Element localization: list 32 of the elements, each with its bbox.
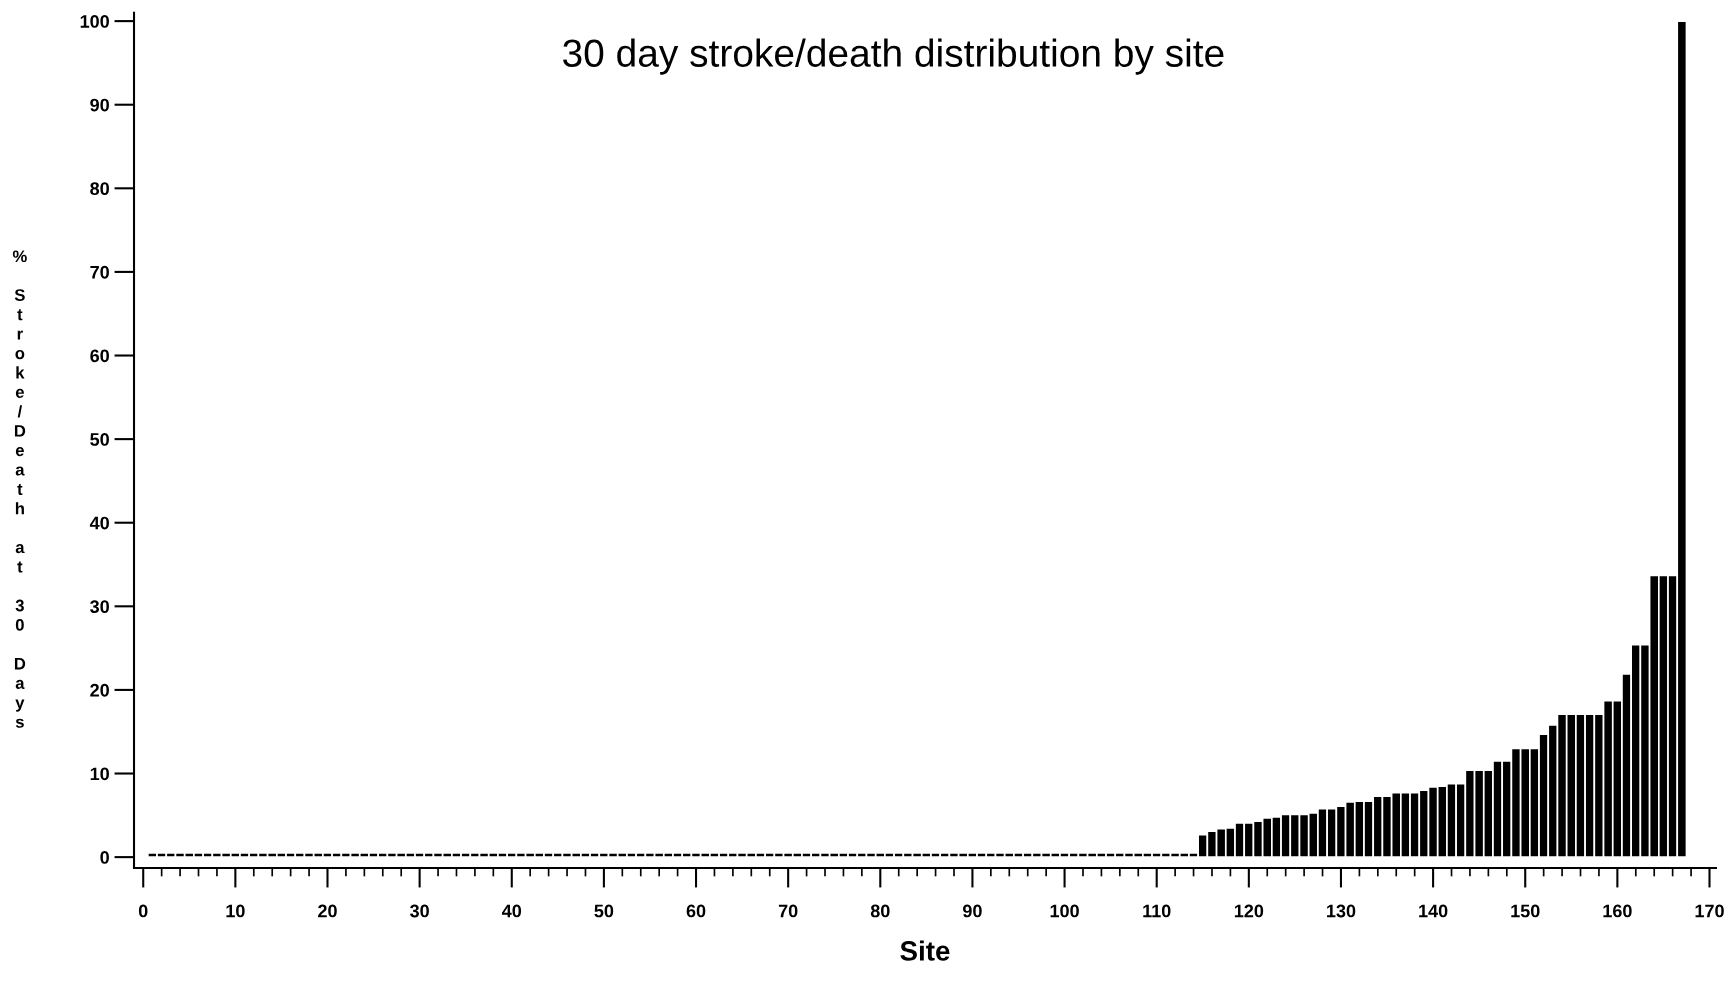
x-tick-label: 150 bbox=[1511, 904, 1540, 918]
y-tick-label: 50 bbox=[90, 433, 109, 446]
y-tick-label: 20 bbox=[90, 683, 109, 697]
y-tick-label: 90 bbox=[90, 98, 109, 112]
y-tick-label: 10 bbox=[90, 767, 109, 781]
x-tick-label: 140 bbox=[1419, 904, 1448, 918]
x-axis-title: Site bbox=[900, 940, 950, 961]
x-tick-label: 0 bbox=[138, 904, 148, 918]
x-tick-label: 170 bbox=[1695, 904, 1724, 918]
x-tick-label: 110 bbox=[1143, 904, 1171, 918]
y-tick-label: 100 bbox=[80, 15, 109, 28]
x-tick-label: 120 bbox=[1234, 904, 1264, 918]
y-tick-label: 80 bbox=[90, 182, 109, 196]
x-tick-label: 70 bbox=[778, 904, 798, 918]
x-tick-label: 30 bbox=[410, 904, 429, 918]
x-tick-label: 160 bbox=[1603, 904, 1632, 918]
y-tick-label: 0 bbox=[100, 851, 109, 864]
x-tick-label: 60 bbox=[686, 904, 706, 918]
y-tick-label: 40 bbox=[89, 516, 109, 530]
x-tick-label: 130 bbox=[1327, 904, 1356, 918]
y-tick-label: 30 bbox=[90, 600, 109, 614]
x-tick-label: 100 bbox=[1050, 904, 1079, 918]
y-tick-label: 60 bbox=[90, 349, 109, 363]
x-tick-label: 90 bbox=[963, 904, 982, 918]
text: 30 day stroke/death distribution by site bbox=[563, 38, 1224, 75]
x-tick-label: 10 bbox=[226, 904, 245, 918]
text: % Stroke/Death at 30 Days bbox=[12, 250, 27, 728]
x-tick-label: 50 bbox=[594, 904, 614, 918]
x-tick-label: 20 bbox=[318, 904, 337, 918]
x-tick-label: 40 bbox=[502, 904, 522, 918]
x-tick-label: 80 bbox=[870, 904, 890, 918]
y-tick-label: 70 bbox=[90, 265, 109, 279]
